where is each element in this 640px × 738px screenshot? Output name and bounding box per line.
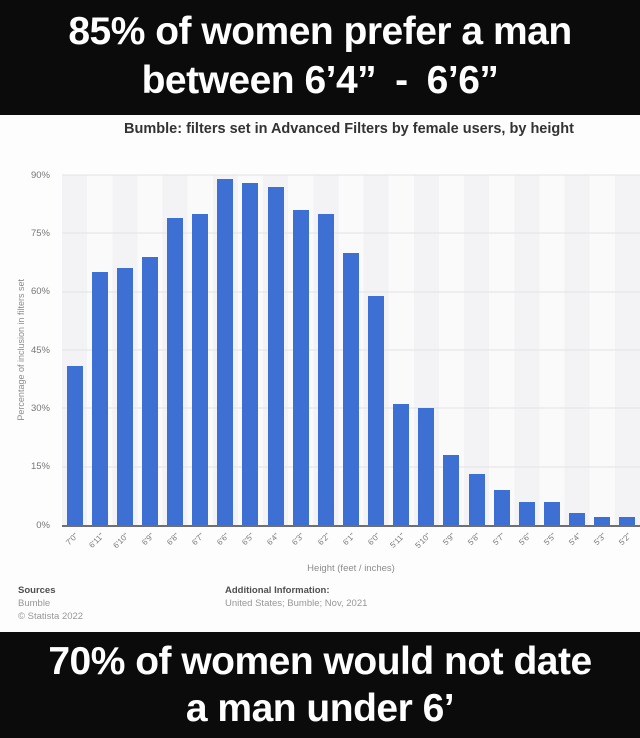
y-tick-label: 60% [30,285,50,297]
x-tick-label: 5'5" [541,531,558,548]
chart-sources-block: Sources Bumble © Statista 2022 [18,584,83,623]
bar-column: 6'2" [313,175,338,547]
y-tick-label: 75% [30,227,50,239]
bar-510 [418,408,435,525]
gridline-90 [62,174,640,176]
bar-column: 6'6" [213,175,238,547]
meme-top-line-2: between 6’4” - 6’6” [141,59,499,102]
x-tick-label: 5'2" [617,531,633,548]
x-tick-label: 6'7" [190,531,206,548]
bar-55 [543,501,560,525]
bar-66 [217,178,234,525]
bar-53 [594,517,611,525]
bar-column: 5'11" [388,175,414,550]
bar-column: 6'7" [188,175,213,547]
x-tick-label: 6'6" [215,531,231,548]
bar-column: 6'3" [288,175,313,547]
bar-column: 5'6" [514,175,539,547]
x-tick-label: 6'1" [340,531,357,548]
source-name: Bumble [18,598,51,609]
bar-68 [167,217,184,525]
bar-56 [518,501,535,525]
sources-label: Sources [18,585,56,596]
bar-column: 6'1" [338,175,363,547]
meme-top-caption: 85% of women prefer a man between 6’4” -… [0,0,640,115]
bar-column: 5'9" [439,175,464,547]
additional-info-text: United States; Bumble; Nov, 2021 [225,598,368,609]
bar-column: 5'8" [464,175,489,547]
x-tick-label: 6'5" [240,531,257,548]
bar-column: 6'0" [364,175,389,547]
bar-61 [342,252,359,525]
y-tick-label: 15% [30,460,50,472]
bar-column: 5'7" [489,175,514,547]
x-tick-label: 5'6" [516,531,533,548]
additional-info-label: Additional Information: [225,585,330,596]
bar-column: 5'10" [413,175,439,550]
bar-65 [242,182,259,525]
bar-column: 6'9" [137,175,162,547]
bar-511 [393,404,410,525]
y-tick-label: 0% [36,519,50,531]
y-tick-labels: 0% 15% 30% 45% 60% 75% 90% [0,170,56,529]
chart-title: Bumble: filters set in Advanced Filters … [124,121,574,137]
bar-column: 6'4" [263,175,288,547]
bar-column: 5'5" [539,175,564,547]
x-tick-label: 6'3" [290,531,307,548]
bar-70 [66,365,83,525]
bar-column: 6'8" [163,175,188,547]
bar-column: 6'5" [238,175,263,547]
x-tick-label: 6'9" [139,531,156,548]
x-tick-label: 5'3" [592,531,608,548]
x-tick-label: 5'10" [413,531,432,551]
bar-60 [368,295,385,525]
plot-bars: 7'0" 6'11" 6'10" 6'9" 6'8" 6'7" 6'6" 6'5" 6'4" 6'… [62,175,640,550]
bar-column: 5'4" [565,175,590,547]
meme-bottom-line-2: a man under 6’ [185,687,455,730]
x-tick-label: 7'0" [64,531,81,548]
y-tick-label: 90% [30,169,50,181]
bar-64 [267,186,284,525]
x-tick-label: 6'11" [86,531,106,550]
bar-611 [91,272,108,525]
x-tick-label: 6'10" [111,531,131,551]
bar-67 [192,213,209,525]
x-tick-label: 5'4" [566,531,583,548]
x-tick-label: 5'7" [491,531,508,548]
meme-bottom-line-1: 70% of women would not date [48,640,592,683]
x-tick-label: 6'2" [315,531,332,548]
bar-54 [569,513,586,525]
bar-610 [116,268,133,525]
bar-63 [292,210,309,525]
bar-69 [141,256,158,525]
x-tick-label: 5'8" [466,531,483,548]
bar-58 [468,474,485,525]
bar-52 [619,517,636,525]
bar-62 [317,213,334,525]
copyright-statista: © Statista 2022 [18,611,84,622]
bar-59 [443,455,460,525]
bar-column: 6'10" [112,175,137,550]
bar-column: 7'0" [62,175,87,547]
statista-chart-card: Bumble: filters set in Advanced Filters … [0,115,640,632]
x-tick-label: 5'9" [441,531,458,548]
x-tick-label: 6'4" [265,531,282,548]
meme-bottom-caption: 70% of women would not date a man under … [0,632,640,738]
x-tick-label: 5'11" [388,531,407,550]
bar-column: 5'2" [615,175,640,547]
bar-57 [493,490,510,525]
meme-top-line-1: 85% of women prefer a man [68,10,572,53]
plot-area: 7'0" 6'11" 6'10" 6'9" 6'8" 6'7" 6'6" 6'5" 6'4" 6'… [62,174,640,550]
gridline-75 [62,232,640,234]
bar-column: 5'3" [590,175,615,547]
y-tick-label: 30% [30,402,50,414]
y-tick-label: 45% [30,344,50,356]
x-axis-title: Height (feet / inches) [307,563,395,574]
bar-column: 6'11" [87,175,112,550]
x-tick-label: 6'0" [365,531,382,548]
chart-additional-info-block: Additional Information: United States; B… [225,584,367,610]
x-tick-label: 6'8" [164,531,181,548]
